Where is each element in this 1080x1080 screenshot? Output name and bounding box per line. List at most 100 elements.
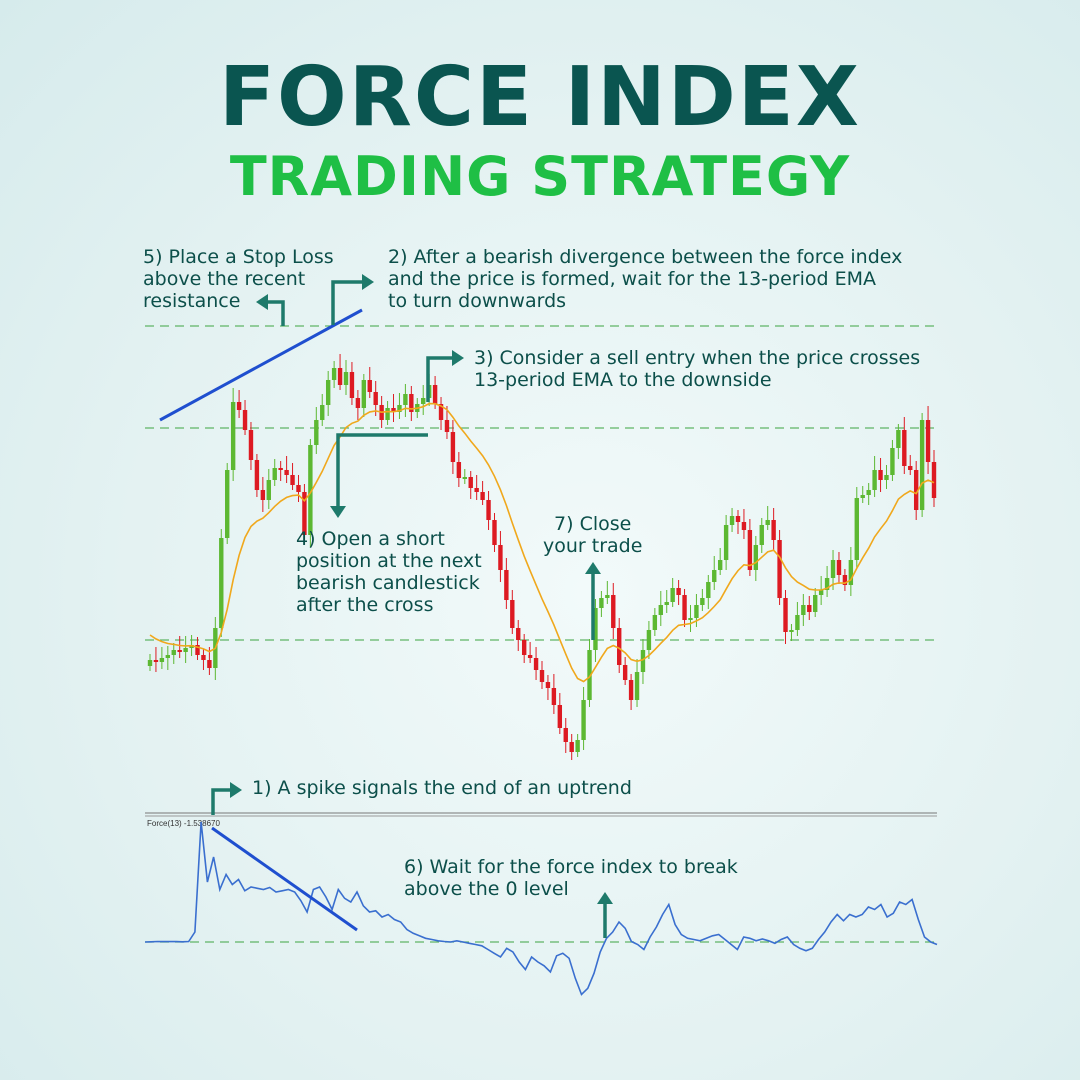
- arrow-head-step-6: [597, 892, 613, 904]
- arrow-head-step-5: [256, 294, 268, 310]
- bearish-candle: [201, 655, 206, 660]
- bullish-candle: [706, 582, 711, 598]
- bullish-candle: [225, 470, 230, 538]
- bullish-candle: [640, 650, 646, 672]
- bullish-candle: [848, 560, 854, 585]
- arrow-step-4: [336, 433, 428, 506]
- bearish-candle: [569, 742, 574, 752]
- bearish-candle: [628, 680, 634, 700]
- bearish-candle: [557, 705, 563, 728]
- bullish-candle: [403, 394, 408, 405]
- arrow-step-5: [268, 300, 285, 326]
- bearish-candle: [539, 670, 545, 682]
- annotation-arrows: [211, 274, 613, 938]
- bearish-candle: [468, 477, 473, 488]
- bullish-candle: [165, 655, 171, 658]
- bullish-candle: [789, 630, 794, 632]
- bearish-candle: [254, 460, 260, 490]
- bearish-candle: [902, 430, 907, 466]
- bullish-candle: [331, 368, 337, 380]
- bearish-candle: [622, 665, 628, 680]
- bearish-candle: [747, 530, 753, 570]
- candlesticks: [147, 354, 937, 760]
- page-subtitle: TRADING STRATEGY: [229, 145, 851, 208]
- trendline-resistance: [159, 308, 363, 422]
- bearish-candle: [248, 430, 254, 460]
- bearish-candle: [195, 645, 200, 655]
- bearish-candle: [783, 598, 788, 632]
- bullish-candle: [314, 420, 319, 445]
- bearish-candle: [450, 432, 456, 462]
- note-step-5: 5) Place a Stop Loss above the recent re…: [143, 246, 334, 312]
- bearish-candle: [153, 660, 159, 662]
- bearish-candle: [771, 520, 776, 540]
- bearish-candle: [236, 402, 242, 410]
- bullish-candle: [605, 595, 610, 598]
- ema-line: [149, 402, 935, 683]
- bullish-candle: [308, 445, 313, 535]
- bullish-candle: [860, 495, 865, 498]
- note-step-3: 3) Consider a sell entry when the price …: [474, 347, 921, 391]
- arrow-head-step-2: [362, 274, 374, 290]
- bearish-candle: [913, 470, 919, 510]
- bullish-candle: [765, 520, 770, 525]
- bearish-candle: [355, 398, 361, 408]
- bullish-candle: [753, 545, 759, 570]
- bullish-candle: [700, 598, 705, 605]
- page-title: FORCE INDEX: [218, 50, 862, 145]
- bullish-candle: [896, 430, 901, 448]
- bullish-candle: [712, 570, 717, 582]
- bearish-candle: [741, 522, 747, 530]
- bearish-candle: [510, 600, 515, 628]
- bearish-candle: [842, 575, 848, 585]
- bearish-candle: [504, 570, 509, 600]
- bearish-candle: [682, 595, 687, 620]
- bullish-candle: [219, 538, 224, 628]
- bearish-candle: [296, 485, 301, 492]
- bullish-candle: [421, 398, 426, 404]
- bearish-candle: [545, 682, 551, 688]
- bearish-candle: [480, 492, 485, 500]
- bearish-candle: [836, 560, 842, 575]
- bullish-candle: [593, 608, 598, 650]
- bearish-candle: [878, 470, 883, 480]
- bullish-candle: [599, 598, 604, 608]
- bullish-candle: [646, 630, 652, 650]
- bullish-candle: [325, 380, 331, 405]
- bearish-candle: [278, 468, 283, 470]
- bearish-candle: [925, 420, 931, 462]
- bullish-candle: [587, 650, 592, 700]
- bearish-candle: [676, 588, 681, 595]
- bullish-candle: [872, 470, 877, 490]
- arrow-step-1: [211, 788, 230, 815]
- bearish-candle: [527, 655, 533, 658]
- bearish-candle: [391, 408, 396, 412]
- note-step-1: 1) A spike signals the end of an uptrend: [252, 777, 632, 799]
- bullish-candle: [634, 672, 640, 700]
- bullish-candle: [658, 605, 663, 615]
- bullish-candle: [801, 605, 806, 615]
- bearish-candle: [177, 650, 182, 652]
- bearish-candle: [260, 490, 266, 500]
- bearish-candle: [486, 500, 491, 520]
- bearish-candle: [498, 545, 503, 570]
- bearish-candle: [373, 392, 378, 405]
- bearish-candle: [290, 475, 295, 485]
- bullish-candle: [818, 590, 824, 595]
- bullish-candle: [795, 615, 800, 630]
- force-index-line: [144, 821, 938, 996]
- bullish-candle: [884, 475, 889, 480]
- indicator-label: Force(13) -1.538670: [147, 819, 220, 828]
- arrow-head-step-1: [230, 782, 242, 798]
- arrow-step-3: [426, 356, 452, 402]
- bearish-candle: [931, 462, 937, 498]
- arrow-step-2: [331, 280, 362, 325]
- bearish-candle: [563, 728, 568, 742]
- bearish-candle: [611, 595, 616, 628]
- arrow-head-step-4: [330, 506, 346, 518]
- bullish-candle: [272, 468, 277, 480]
- bullish-candle: [723, 525, 729, 560]
- note-step-6: 6) Wait for the force index to break abo…: [404, 856, 738, 900]
- bearish-candle: [456, 462, 462, 478]
